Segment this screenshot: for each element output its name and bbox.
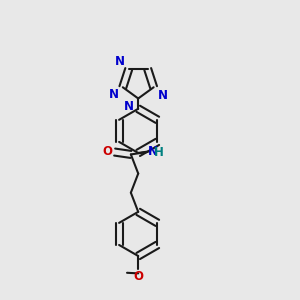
Text: H: H [154,146,164,159]
Text: N: N [124,100,134,113]
Text: N: N [109,88,119,101]
Text: N: N [115,55,124,68]
Text: O: O [133,270,143,283]
Text: N: N [158,89,168,102]
Text: N: N [148,145,158,158]
Text: O: O [102,145,112,158]
